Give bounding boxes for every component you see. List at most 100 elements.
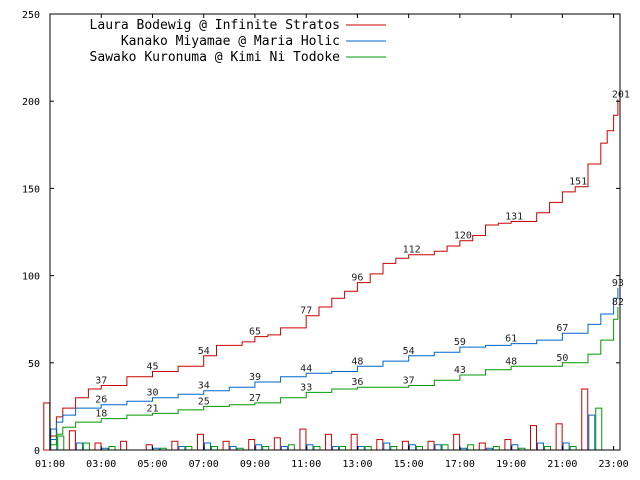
data-label-0-5: 96 — [351, 273, 363, 284]
y-tick-label-0: 0 — [34, 446, 40, 457]
data-label-0-10: 201 — [612, 89, 630, 100]
y-tick-label-3: 150 — [22, 184, 40, 195]
bar-14-1 — [408, 444, 416, 451]
x-tick-label-4: 09:00 — [240, 459, 270, 470]
x-tick-label-10: 21:00 — [547, 459, 577, 470]
bar-10-1 — [306, 444, 314, 451]
data-label-2-8: 48 — [505, 356, 517, 367]
bar-2-2 — [108, 446, 116, 451]
data-label-1-9: 67 — [556, 323, 568, 334]
bar-0-2 — [57, 435, 65, 451]
bar-11-2 — [339, 446, 347, 451]
bar-8-2 — [262, 446, 270, 451]
bar-13-0 — [376, 439, 384, 451]
series-line-1 — [50, 287, 619, 440]
data-label-0-8: 131 — [505, 212, 523, 223]
data-label-1-6: 54 — [403, 346, 415, 357]
x-tick-label-6: 13:00 — [342, 459, 372, 470]
bar-21-1 — [588, 414, 596, 451]
plot-frame — [49, 13, 621, 451]
bar-5-2 — [185, 446, 193, 451]
bar-15-2 — [441, 444, 449, 451]
bar-20-1 — [562, 442, 570, 451]
data-label-1-2: 34 — [198, 381, 210, 392]
y-tick-label-5: 250 — [22, 10, 40, 21]
bar-3-0 — [120, 440, 128, 451]
data-label-0-7: 120 — [454, 231, 472, 242]
bar-12-1 — [357, 446, 365, 451]
bar-1-0 — [68, 430, 76, 451]
bar-14-2 — [415, 446, 423, 451]
bar-9-0 — [273, 437, 281, 451]
bar-6-0 — [196, 433, 204, 451]
bar-12-2 — [364, 446, 372, 451]
data-label-1-3: 39 — [249, 372, 261, 383]
bar-19-2 — [544, 446, 552, 451]
series-line-2 — [50, 307, 619, 446]
legend-label-2: Sawako Kuronuma @ Kimi Ni Todoke — [90, 50, 341, 65]
bar-13-1 — [383, 442, 391, 451]
bar-15-1 — [434, 444, 442, 451]
data-label-1-0: 26 — [95, 395, 107, 406]
data-label-1-5: 48 — [351, 356, 363, 367]
bar-8-0 — [248, 439, 256, 451]
data-label-2-1: 21 — [146, 403, 158, 414]
bar-20-0 — [555, 423, 563, 451]
bar-10-0 — [299, 428, 307, 451]
bar-5-0 — [171, 440, 179, 451]
data-label-2-9: 50 — [556, 353, 568, 364]
bar-4-0 — [145, 444, 153, 451]
x-tick-label-9: 19:00 — [496, 459, 526, 470]
data-label-1-10: 93 — [612, 278, 624, 289]
x-tick-label-7: 15:00 — [394, 459, 424, 470]
legend-label-1: Kanako Miyamae @ Maria Holic — [121, 34, 340, 49]
bar-17-0 — [478, 442, 486, 451]
bar-21-0 — [581, 388, 589, 451]
data-label-2-6: 37 — [403, 375, 415, 386]
bar-17-2 — [492, 446, 500, 451]
bar-19-0 — [530, 425, 538, 451]
bar-9-2 — [287, 444, 295, 451]
data-label-2-7: 43 — [454, 365, 466, 376]
bar-15-0 — [427, 440, 435, 451]
bar-8-1 — [255, 444, 263, 451]
data-label-2-10: 82 — [612, 297, 624, 308]
data-label-2-0: 18 — [95, 409, 107, 420]
bar-16-0 — [453, 433, 461, 451]
data-label-0-0: 37 — [95, 375, 107, 386]
data-label-0-4: 77 — [300, 306, 312, 317]
data-label-1-8: 61 — [505, 334, 517, 345]
x-tick-label-8: 17:00 — [445, 459, 475, 470]
bar-7-1 — [229, 446, 237, 451]
data-label-2-5: 36 — [351, 377, 363, 388]
x-tick-label-11: 23:00 — [599, 459, 629, 470]
data-label-0-3: 65 — [249, 327, 261, 338]
y-tick-label-2: 100 — [22, 272, 40, 283]
bar-11-0 — [325, 433, 333, 451]
series-line-0 — [50, 99, 619, 437]
data-label-2-4: 33 — [300, 382, 312, 393]
bar-18-1 — [511, 444, 519, 451]
bar-6-2 — [210, 446, 218, 451]
legend-label-0: Laura Bodewig @ Infinite Stratos — [90, 18, 340, 33]
bar-11-1 — [332, 446, 340, 451]
bar-12-0 — [350, 433, 358, 451]
data-label-1-7: 59 — [454, 337, 466, 348]
bar-20-2 — [569, 446, 577, 451]
bar-13-2 — [390, 446, 398, 451]
bar-7-0 — [222, 440, 230, 451]
bar-1-2 — [82, 442, 90, 451]
data-label-0-1: 45 — [146, 362, 158, 373]
data-label-2-3: 27 — [249, 393, 261, 404]
bar-5-1 — [178, 446, 186, 451]
bar-6-1 — [203, 442, 211, 451]
data-label-1-4: 44 — [300, 363, 312, 374]
data-label-2-2: 25 — [198, 396, 210, 407]
x-tick-label-1: 03:00 — [86, 459, 116, 470]
bar-18-0 — [504, 439, 512, 451]
x-tick-label-0: 01:00 — [35, 459, 65, 470]
axis-tick-layer: 0 50 100 150 200 250 01:00 03:00 05:00 07:00 09:00… — [22, 10, 629, 470]
y-tick-label-4: 200 — [22, 97, 40, 108]
